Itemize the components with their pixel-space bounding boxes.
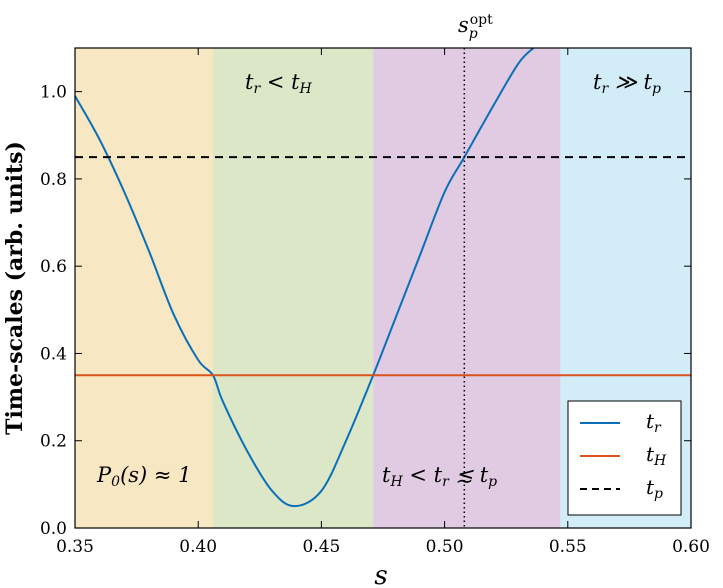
y-axis-title: Time-scales (arb. units) bbox=[2, 141, 28, 435]
annotation-th-lt-tr-lesssim-tp: tH < tr ≲ tp bbox=[382, 463, 497, 490]
annotation-tr-gg-tp: tr ≫ tp bbox=[593, 70, 661, 97]
legend-label-tr: tr bbox=[646, 409, 662, 436]
series-lines bbox=[74, 47, 691, 508]
legend-label-tp: tp bbox=[646, 475, 663, 502]
x-tick-label: 0.55 bbox=[549, 537, 587, 557]
annotation-p0: P0(s) ≈ 1 bbox=[96, 463, 192, 490]
legend: tr tH tp bbox=[567, 400, 682, 516]
region-1 bbox=[212, 48, 374, 528]
region-2 bbox=[373, 48, 561, 528]
y-tick-label: 0.6 bbox=[40, 257, 67, 277]
vline-label: spopt bbox=[458, 12, 493, 42]
y-tick-label: 0.8 bbox=[40, 170, 67, 190]
axis-ticks: 0.35 0.40 0.45 0.50 0.55 0.60 0.0 0.2 0.4 0.6 0.8 1… bbox=[40, 48, 710, 557]
x-tick-label: 0.40 bbox=[179, 537, 217, 557]
plot-frame bbox=[74, 47, 692, 529]
x-tick-label: 0.60 bbox=[672, 537, 710, 557]
y-tick-label: 0.0 bbox=[40, 519, 67, 539]
x-tick-label: 0.45 bbox=[302, 537, 340, 557]
y-tick-label: 0.2 bbox=[40, 432, 67, 452]
legend-label-th: tH bbox=[646, 442, 667, 469]
series-line-tr bbox=[74, 47, 535, 508]
x-axis-title: s bbox=[374, 561, 387, 588]
annotation-tr-lt-th: tr < tH bbox=[245, 70, 313, 97]
x-tick-label: 0.35 bbox=[56, 537, 94, 557]
x-tick-label: 0.50 bbox=[426, 537, 464, 557]
region-0 bbox=[75, 48, 213, 528]
y-tick-label: 0.4 bbox=[40, 344, 67, 364]
y-tick-label: 1.0 bbox=[40, 83, 67, 103]
